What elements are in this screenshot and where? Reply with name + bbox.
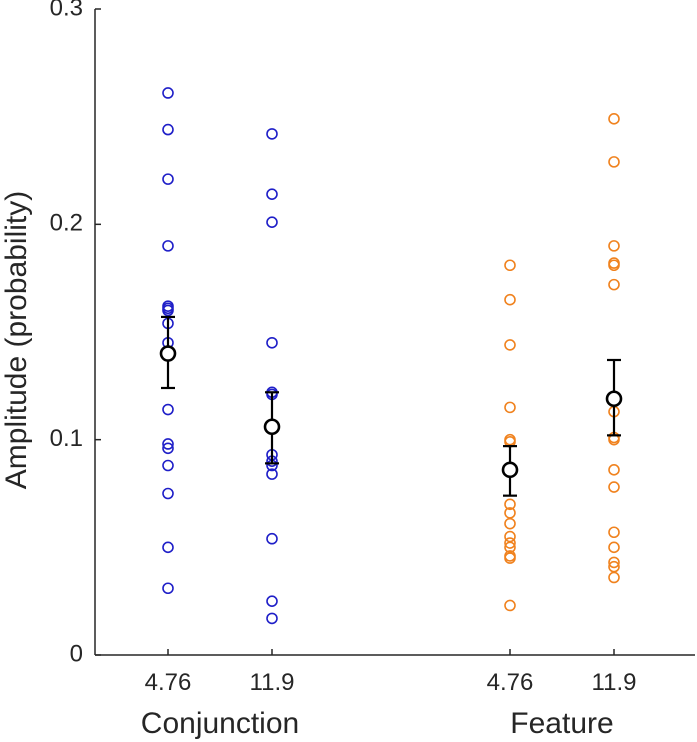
data-point	[266, 188, 278, 200]
group-label: Conjunction	[141, 707, 299, 740]
data-point	[504, 259, 516, 272]
data-point	[608, 259, 620, 272]
data-point	[162, 442, 174, 455]
data-point	[162, 240, 174, 252]
y-tick-label: 0.3	[50, 0, 83, 21]
data-point	[608, 113, 620, 125]
x-tick-label: 4.76	[487, 669, 534, 696]
data-point	[608, 541, 620, 554]
data-point	[504, 517, 516, 530]
data-point	[266, 216, 278, 228]
group-label: Feature	[510, 707, 613, 740]
plot-area	[159, 87, 623, 625]
mean-marker	[263, 418, 281, 436]
data-point	[266, 532, 278, 545]
data-point	[162, 123, 174, 136]
data-point	[162, 459, 174, 472]
data-point	[504, 401, 516, 414]
data-point	[608, 240, 620, 252]
data-point	[162, 438, 174, 450]
data-point	[608, 556, 620, 569]
data-point	[504, 498, 516, 511]
data-point	[266, 128, 278, 140]
mean-marker	[605, 390, 623, 408]
data-point	[162, 304, 174, 317]
x-tick-label: 11.9	[250, 669, 295, 696]
data-point	[162, 403, 174, 416]
data-point	[608, 571, 620, 584]
x-tick-label: 11.9	[592, 669, 637, 696]
data-point	[162, 173, 174, 185]
data-point	[162, 541, 174, 554]
data-point	[608, 464, 620, 476]
data-point	[162, 582, 174, 595]
data-point	[608, 526, 620, 539]
data-point	[504, 339, 516, 351]
data-point	[266, 612, 278, 625]
mean-marker	[501, 461, 519, 479]
data-point	[504, 552, 516, 564]
y-tick-label: 0	[70, 640, 83, 667]
data-point	[504, 293, 516, 306]
x-tick-label: 4.76	[145, 669, 192, 696]
y-tick-label: 0.2	[50, 210, 83, 237]
data-point	[266, 468, 278, 480]
y-tick-label: 0.1	[50, 425, 83, 452]
data-point	[608, 481, 620, 493]
data-point	[162, 487, 174, 500]
y-axis-label: Amplitude (probability)	[0, 191, 33, 489]
data-point	[266, 336, 278, 349]
data-point	[266, 595, 278, 607]
data-point	[608, 278, 620, 291]
data-point	[504, 599, 516, 612]
data-point	[608, 156, 620, 168]
data-point	[504, 537, 516, 549]
data-point	[162, 87, 174, 99]
mean-marker	[159, 345, 177, 362]
